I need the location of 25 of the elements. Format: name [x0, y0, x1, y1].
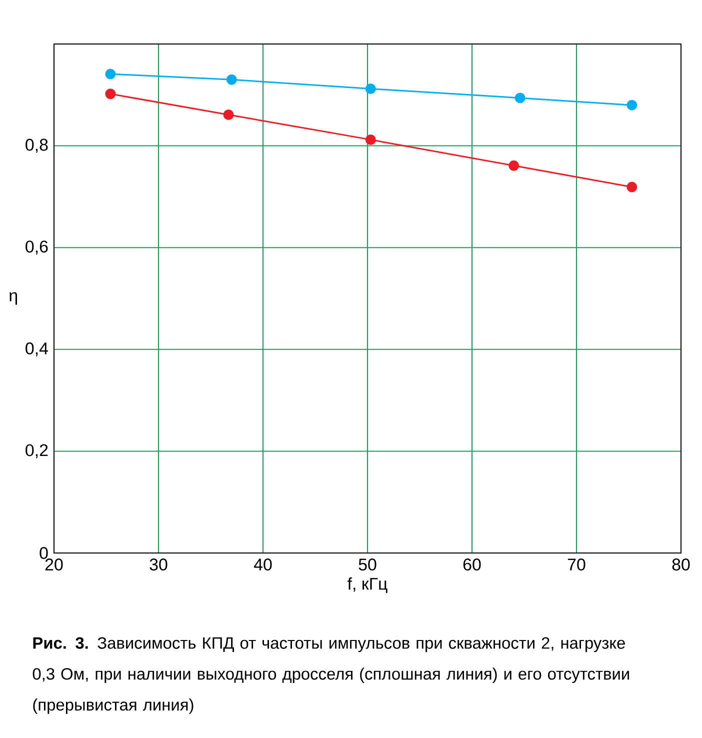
point: [626, 182, 638, 192]
y-axis-title: η: [10, 292, 17, 305]
point: [626, 100, 638, 110]
y-tick-label: 0,2: [26, 444, 48, 458]
point: [223, 110, 234, 120]
y-tick-label: 0,8: [26, 138, 48, 153]
x-tick-label: 30: [150, 558, 168, 571]
x-tick-label: 40: [254, 558, 272, 571]
point: [508, 160, 520, 171]
x-tick-label: 50: [358, 558, 376, 571]
x-axis-title: f, кГц: [348, 577, 388, 593]
y-tick-label: 0,4: [26, 342, 48, 356]
y-tick-label: 0,6: [26, 240, 48, 255]
y-tick-label: 0: [40, 547, 48, 560]
x-tick-label: 20: [45, 558, 63, 571]
point: [365, 84, 376, 94]
x-tick-label: 60: [463, 558, 481, 571]
point: [105, 88, 116, 100]
point: [514, 92, 526, 104]
text: Рис. 3. Зависимость КПД от частоты импульсов при скважности 2, нагрузке 0,3 Ом, при наличии выходного дросселя (сплошная линия) и его отсутствии (прерывистая линия): [32, 637, 629, 714]
point: [365, 134, 376, 145]
point: [105, 68, 116, 80]
point: [226, 74, 237, 85]
x-tick-label: 70: [568, 558, 586, 571]
x-tick-label: 80: [672, 558, 690, 571]
